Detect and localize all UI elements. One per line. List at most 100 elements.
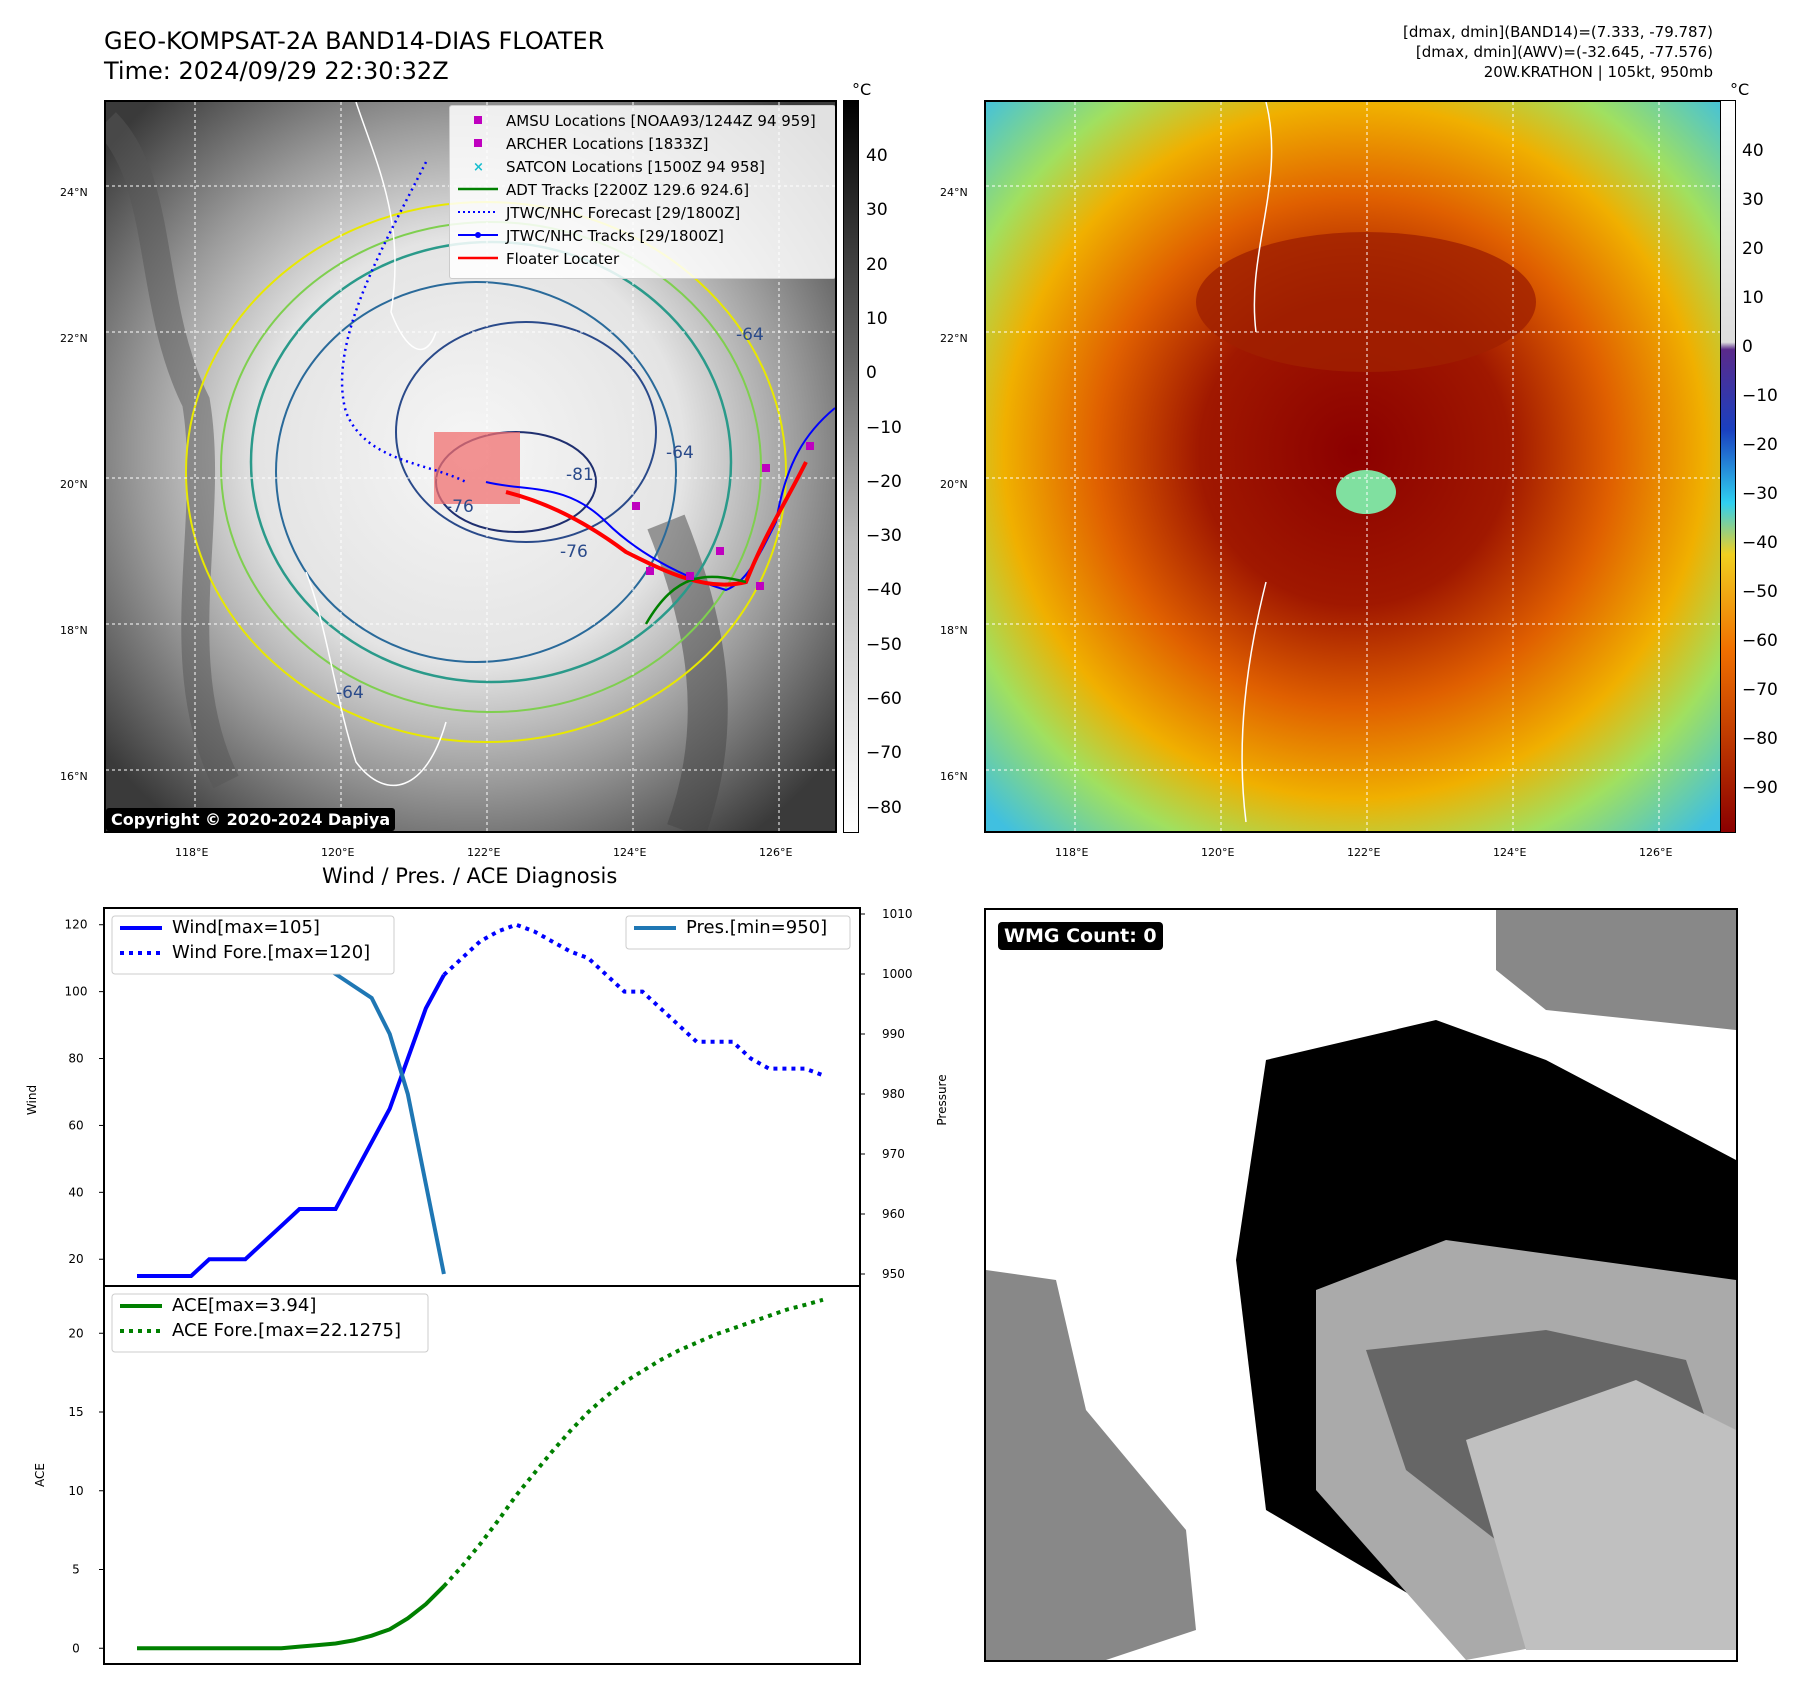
copyright-label: Copyright © 2020-2024 Dapiya: [106, 808, 396, 831]
ace-axis-label: ACE: [33, 1463, 47, 1487]
svg-text:-76: -76: [560, 542, 588, 562]
map-legend-entry: Floater Locater: [458, 248, 619, 270]
colorbar-tick-label: −50: [1742, 582, 1778, 602]
lon-tick-label: 118°E: [175, 846, 209, 859]
legend-swatch: ×: [458, 157, 498, 179]
map-legend-entry: JTWC/NHC Forecast [29/1800Z]: [458, 202, 740, 224]
lat-tick-label: 20°N: [940, 478, 968, 491]
ace-tick-label: 15: [68, 1405, 83, 1419]
lon-tick-label: 126°E: [1639, 846, 1673, 859]
pressure-tick-label: 980: [882, 1087, 905, 1101]
lat-tick-label: 16°N: [60, 770, 88, 783]
map-legend-entry: ADT Tracks [2200Z 129.6 924.6]: [458, 179, 749, 201]
wind-forecast-line: [442, 922, 824, 1078]
legend-swatch: [458, 226, 498, 248]
colorbar-tick-label: −50: [866, 634, 902, 655]
lon-tick-label: 120°E: [321, 846, 355, 859]
svg-text:×: ×: [473, 160, 484, 173]
awv-colorbar-unit: °C: [1730, 80, 1750, 99]
wind-tick-label: 120: [65, 918, 88, 932]
pressure-tick-label: 1010: [882, 907, 913, 921]
legend-label: Pres.[min=950]: [686, 917, 827, 938]
legend-swatch: [458, 203, 498, 225]
colorbar-tick-label: 20: [1742, 239, 1764, 259]
colorbar-tick-label: −80: [866, 797, 902, 818]
wind-tick-label: 100: [65, 985, 88, 999]
ace-tick-label: 5: [72, 1563, 80, 1577]
colorbar-tick-label: −20: [866, 471, 902, 492]
lat-tick-label: 24°N: [940, 186, 968, 199]
colorbar-tick-label: 0: [866, 363, 877, 384]
diagnosis-title: Wind / Pres. / ACE Diagnosis: [322, 864, 618, 888]
ace-tick-label: 0: [72, 1641, 80, 1655]
wmg-count-label: WMG Count: 0: [998, 922, 1163, 950]
lon-tick-label: 124°E: [1493, 846, 1527, 859]
legend-label: Wind Fore.[max=120]: [172, 942, 370, 963]
ace-tick-label: 20: [68, 1326, 83, 1340]
lon-tick-label: 118°E: [1055, 846, 1089, 859]
lat-tick-label: 24°N: [60, 186, 88, 199]
pressure-axis-label: Pressure: [935, 1074, 949, 1125]
lat-tick-label: 18°N: [940, 624, 968, 637]
lat-tick-label: 22°N: [60, 332, 88, 345]
ace-line: [137, 1584, 446, 1651]
ace-legend: [111, 1293, 429, 1353]
legend-label: Floater Locater: [506, 250, 620, 268]
awv-colorbar: [1720, 100, 1736, 833]
pressure-tick-label: 970: [882, 1147, 905, 1161]
lat-tick-label: 16°N: [940, 770, 968, 783]
legend-label: JTWC/NHC Tracks [29/1800Z]: [506, 227, 724, 245]
legend-swatch: [458, 180, 498, 202]
colorbar-tick-label: −20: [1742, 435, 1778, 455]
lon-tick-label: 124°E: [613, 846, 647, 859]
colorbar-tick-label: −10: [866, 417, 902, 438]
colorbar-tick-label: −40: [866, 580, 902, 601]
colorbar-tick-label: 0: [1742, 337, 1753, 357]
colorbar-tick-label: −80: [1742, 729, 1778, 749]
legend-swatch: [458, 111, 498, 133]
ir-map-panel: -81 -76 -76 -64 -64 -64 AMSU Locations [NOA…: [104, 100, 837, 833]
lon-tick-label: 126°E: [759, 846, 793, 859]
awv-map-panel: [984, 100, 1725, 833]
colorbar-tick-label: 40: [1742, 141, 1764, 161]
wind-tick-label: 40: [68, 1185, 83, 1199]
legend-label: JTWC/NHC Forecast [29/1800Z]: [506, 204, 741, 222]
colorbar-tick-label: −60: [1742, 631, 1778, 651]
ir-colorbar-unit: °C: [852, 80, 872, 99]
legend-label: Wind[max=105]: [172, 917, 320, 938]
wmg-image: [986, 910, 1736, 1660]
legend-label: ACE Fore.[max=22.1275]: [172, 1320, 401, 1341]
meta-line-3: 20W.KRATHON | 105kt, 950mb: [1483, 63, 1713, 81]
map-legend-entry: ARCHER Locations [1833Z]: [458, 133, 709, 155]
meta-line-2: [dmax, dmin](AWV)=(-32.645, -77.576): [1415, 43, 1713, 61]
colorbar-tick-label: −30: [1742, 484, 1778, 504]
lat-tick-label: 18°N: [60, 624, 88, 637]
wind-legend: [111, 915, 395, 975]
legend-label: ARCHER Locations [1833Z]: [506, 135, 709, 153]
colorbar-tick-label: 20: [866, 254, 888, 275]
wind-line: [137, 973, 446, 1278]
map-legend-entry: × SATCON Locations [1500Z 94 958]: [458, 156, 765, 178]
pressure-legend: [625, 915, 851, 950]
colorbar-tick-label: 30: [1742, 190, 1764, 210]
map-legend-entry: AMSU Locations [NOAA93/1244Z 94 959]: [458, 110, 816, 132]
title-line-2: Time: 2024/09/29 22:30:32Z: [104, 57, 449, 85]
ace-tick-label: 10: [68, 1484, 83, 1498]
colorbar-tick-label: 10: [1742, 288, 1764, 308]
colorbar-tick-label: −90: [1742, 778, 1778, 798]
wind-axis-label: Wind: [25, 1085, 39, 1115]
legend-label: AMSU Locations [NOAA93/1244Z 94 959]: [506, 112, 816, 130]
wind-tick-label: 20: [68, 1252, 83, 1266]
wind-tick-label: 60: [68, 1118, 83, 1132]
colorbar-tick-label: −70: [866, 743, 902, 764]
ir-colorbar: [843, 100, 859, 833]
svg-text:-64: -64: [336, 683, 364, 703]
lon-tick-label: 120°E: [1201, 846, 1235, 859]
svg-text:-64: -64: [736, 325, 764, 345]
colorbar-tick-label: 10: [866, 308, 888, 329]
title-line-1: GEO-KOMPSAT-2A BAND14-DIAS FLOATER: [104, 27, 605, 55]
pressure-tick-label: 990: [882, 1027, 905, 1041]
diagnosis-charts: 1201008060402010101000990980970960950201…: [25, 907, 949, 1665]
pressure-tick-label: 960: [882, 1207, 905, 1221]
colorbar-tick-label: −10: [1742, 386, 1778, 406]
